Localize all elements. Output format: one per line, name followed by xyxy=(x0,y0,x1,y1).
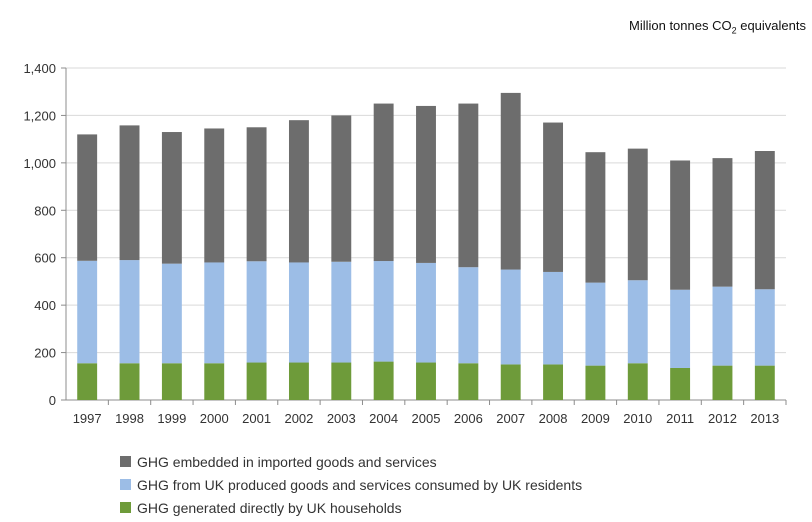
legend-item: GHG generated directly by UK households xyxy=(120,496,582,519)
x-tick-label: 2002 xyxy=(284,411,313,426)
bar-segment xyxy=(500,364,521,400)
x-tick-label: 2003 xyxy=(327,411,356,426)
y-tick-label: 0 xyxy=(49,393,56,408)
x-tick-label: 1997 xyxy=(73,411,102,426)
bar-segment xyxy=(627,280,648,364)
y-tick-label: 400 xyxy=(34,298,56,313)
x-tick-label: 2005 xyxy=(412,411,441,426)
bar-segment xyxy=(543,271,564,365)
bar-segment xyxy=(246,261,267,363)
legend-swatch xyxy=(120,479,131,490)
legend: GHG embedded in imported goods and servi… xyxy=(120,450,582,519)
tick-labels: 0 200 400 600 800 1,000 1,200 1,400 1997 1998 1999… xyxy=(23,61,779,426)
bar-segment xyxy=(373,361,394,400)
bar-segment xyxy=(288,120,309,263)
x-tick-label: 2000 xyxy=(200,411,229,426)
bar-segment xyxy=(288,362,309,400)
bar-segment xyxy=(500,269,521,365)
x-tick-label: 2004 xyxy=(369,411,398,426)
unit-label: Million tonnes CO2 equivalents xyxy=(628,18,806,36)
bar-segment xyxy=(416,262,436,363)
bar-segment xyxy=(458,267,479,364)
y-tick-label: 1,000 xyxy=(23,156,56,171)
legend-item: GHG embedded in imported goods and servi… xyxy=(120,450,582,473)
bar-segment xyxy=(119,363,140,400)
legend-label: GHG embedded in imported goods and servi… xyxy=(137,453,437,470)
bar-segment xyxy=(77,134,98,261)
bar-segment xyxy=(331,115,352,262)
x-tick-label: 2008 xyxy=(539,411,568,426)
bars xyxy=(77,92,775,400)
bar-segment xyxy=(627,363,648,400)
y-tick-label: 800 xyxy=(34,203,56,218)
y-tick-label: 600 xyxy=(34,251,56,266)
y-tick-label: 1,200 xyxy=(23,108,56,123)
x-tick-label: 2013 xyxy=(750,411,779,426)
bar-segment xyxy=(204,363,225,400)
bar-segment xyxy=(77,363,98,400)
bar-segment xyxy=(627,148,648,281)
bar-segment xyxy=(246,362,267,400)
bar-segment xyxy=(754,289,775,366)
bar-segment xyxy=(416,362,436,400)
bar-segment xyxy=(288,262,309,363)
x-tick-label: 2010 xyxy=(623,411,652,426)
bar-segment xyxy=(373,261,394,362)
legend-swatch xyxy=(120,502,131,513)
bar-segment xyxy=(543,364,564,400)
bar-segment xyxy=(712,365,733,400)
y-tick-label: 1,400 xyxy=(23,61,56,76)
bar-segment xyxy=(204,262,225,364)
bar-segment xyxy=(754,365,775,400)
bar-segment xyxy=(77,260,98,364)
x-tick-label: 2007 xyxy=(496,411,525,426)
x-tick-label: 2001 xyxy=(242,411,271,426)
bar-segment xyxy=(458,103,479,268)
y-tick-label: 200 xyxy=(34,346,56,361)
legend-label: GHG from UK produced goods and services … xyxy=(137,476,583,493)
x-tick-label: 1998 xyxy=(115,411,144,426)
x-tick-label: 2012 xyxy=(708,411,737,426)
bar-segment xyxy=(712,286,733,366)
bar-segment xyxy=(161,132,182,264)
legend-item: GHG from UK produced goods and services … xyxy=(120,473,582,496)
bar-segment xyxy=(119,260,140,364)
bar-segment xyxy=(585,365,606,400)
bar-segment xyxy=(331,261,352,363)
x-tick-label: 2006 xyxy=(454,411,483,426)
bar-segment xyxy=(585,282,606,366)
legend-swatch xyxy=(120,456,131,467)
legend-label: GHG generated directly by UK households xyxy=(137,499,402,516)
bar-segment xyxy=(712,158,733,287)
bar-segment xyxy=(119,125,140,261)
bar-segment xyxy=(161,263,182,364)
bar-segment xyxy=(585,152,606,283)
bar-segment xyxy=(670,289,691,368)
bar-segment xyxy=(670,367,691,400)
bar-segment xyxy=(500,92,521,270)
x-tick-label: 2009 xyxy=(581,411,610,426)
bar-segment xyxy=(373,103,394,262)
bar-segment xyxy=(161,363,182,400)
bar-segment xyxy=(416,105,436,263)
bar-segment xyxy=(204,128,225,263)
bar-segment xyxy=(331,362,352,400)
bar-segment xyxy=(754,151,775,290)
x-tick-label: 2011 xyxy=(666,411,694,426)
x-tick-label: 1999 xyxy=(157,411,186,426)
bar-segment xyxy=(246,127,267,262)
bar-segment xyxy=(670,160,691,290)
bar-segment xyxy=(458,363,479,400)
bar-segment xyxy=(543,122,564,272)
